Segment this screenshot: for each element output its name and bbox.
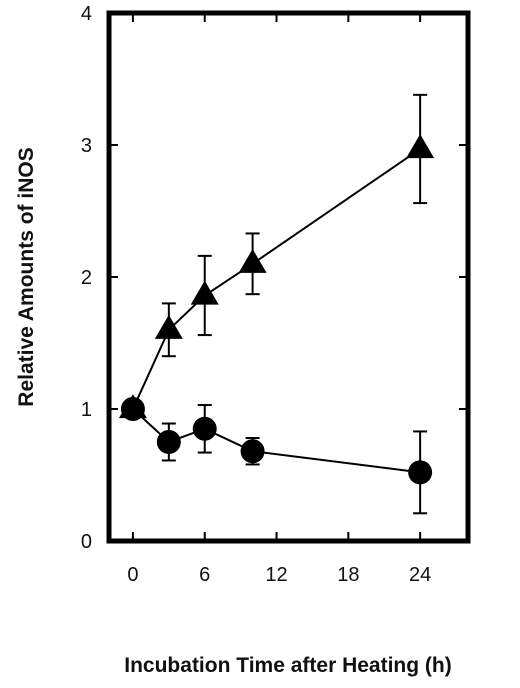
y-tick-label: 0 (81, 531, 92, 553)
y-tick-label: 4 (81, 3, 92, 25)
data-point-circle (192, 416, 217, 441)
series-circle (120, 397, 433, 515)
x-tick-label: 0 (127, 564, 138, 586)
data-point-circle (120, 397, 145, 421)
data-point-circle (408, 460, 433, 485)
x-tick-label: 12 (265, 564, 287, 586)
data-point-triangle (238, 248, 267, 273)
data-point-triangle (154, 314, 183, 339)
data-point-circle (156, 430, 181, 454)
x-tick-label: 24 (409, 564, 431, 586)
data-point-circle (240, 439, 265, 464)
series-layer (118, 93, 435, 515)
x-axis-title: Incubation Time after Heating (h) (124, 654, 451, 677)
plot-frame (106, 10, 471, 544)
data-point-triangle (190, 280, 219, 305)
x-tick-label: 6 (199, 564, 210, 586)
series-line (132, 148, 421, 410)
y-tick-label: 2 (81, 267, 92, 289)
y-tick-label: 3 (81, 135, 92, 157)
series-triangle (118, 93, 435, 419)
x-axis: 0 6 12 18 24 (127, 13, 431, 586)
y-axis: 0 1 2 3 4 (81, 3, 468, 553)
x-tick-label: 18 (337, 564, 359, 586)
y-axis-title: Relative Amounts of iNOS (15, 147, 38, 406)
y-tick-label: 1 (81, 399, 92, 421)
data-point-triangle (406, 134, 435, 159)
